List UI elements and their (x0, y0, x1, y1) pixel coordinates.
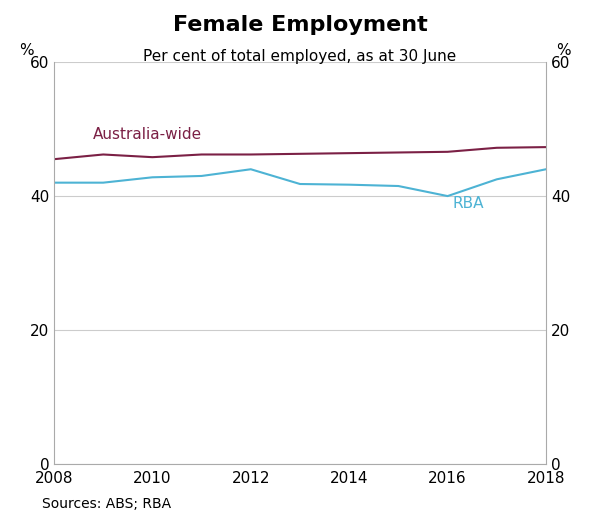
Text: Australia-wide: Australia-wide (94, 127, 202, 142)
Text: %: % (20, 43, 34, 58)
Text: Sources: ABS; RBA: Sources: ABS; RBA (42, 497, 171, 511)
Text: RBA: RBA (452, 196, 484, 211)
Text: %: % (556, 43, 571, 58)
Text: Per cent of total employed, as at 30 June: Per cent of total employed, as at 30 Jun… (143, 49, 457, 64)
Text: Female Employment: Female Employment (173, 15, 427, 36)
